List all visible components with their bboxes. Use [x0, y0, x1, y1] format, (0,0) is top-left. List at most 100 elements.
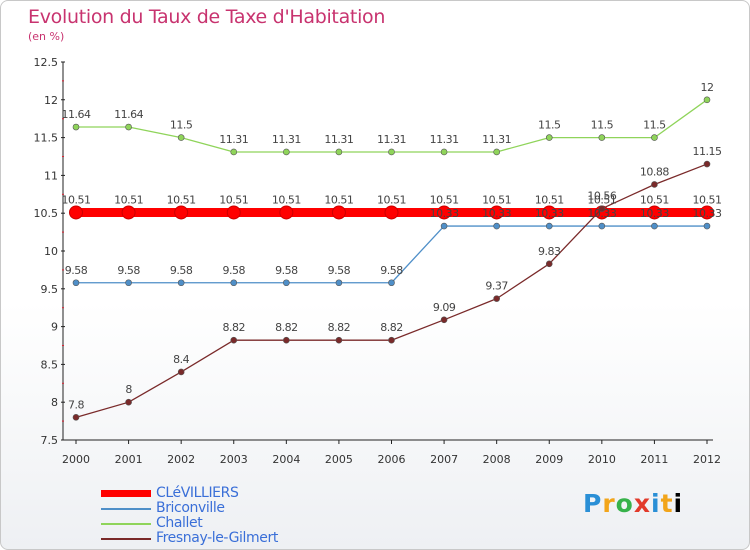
series-point-3	[651, 181, 658, 188]
series-point-2	[177, 134, 185, 141]
data-label-0: 10.51	[114, 193, 143, 206]
x-tick-label: 2001	[115, 453, 143, 466]
data-label-3: 8.82	[328, 321, 351, 334]
data-label-0: 10.51	[693, 193, 722, 206]
y-tick-label: 12.5	[34, 56, 59, 69]
series-point-1	[598, 222, 606, 230]
data-label-1: 10.33	[430, 207, 459, 220]
data-label-1: 9.58	[117, 264, 140, 277]
data-label-0: 10.51	[167, 193, 196, 206]
x-tick-label: 2006	[378, 453, 406, 466]
data-label-2: 11.64	[62, 108, 91, 121]
data-label-2: 11.5	[170, 119, 193, 132]
series-point-3	[125, 398, 132, 406]
series-point-2	[230, 148, 238, 156]
legend-swatch	[101, 523, 151, 525]
data-label-0: 10.51	[377, 193, 406, 206]
data-label-1: 9.58	[328, 264, 351, 277]
legend-label: Fresnay-le-Gilmert	[156, 530, 278, 546]
chart-title: Evolution du Taux de Taxe d'Habitation	[28, 6, 386, 28]
y-tick-label: 11.5	[34, 132, 59, 145]
y-tick-label: 10	[44, 245, 58, 258]
series-point-1	[388, 279, 395, 287]
x-tick-label: 2007	[430, 453, 458, 466]
data-label-1: 9.58	[65, 264, 88, 277]
series-point-3	[545, 260, 553, 268]
x-tick-label: 2010	[588, 453, 616, 466]
data-label-3: 8	[125, 383, 132, 396]
data-label-0: 10.51	[272, 193, 301, 206]
data-label-2: 11.5	[643, 119, 666, 132]
x-tick-label: 2000	[62, 453, 90, 466]
y-tick-label: 9.5	[41, 283, 59, 296]
series-point-2	[125, 123, 132, 131]
series-point-3	[283, 336, 290, 344]
data-label-3: 10.88	[640, 165, 669, 178]
legend-label: Briconville	[156, 500, 225, 516]
data-label-0: 10.51	[482, 193, 511, 206]
legend-label: CLéVILLIERS	[156, 485, 239, 501]
series-point-0	[331, 205, 346, 220]
series-point-0	[489, 205, 504, 220]
series-point-0	[542, 205, 557, 220]
series-point-1	[651, 222, 658, 230]
data-label-2: 11.31	[430, 133, 459, 146]
data-label-0: 10.51	[62, 193, 91, 206]
series-point-1	[177, 279, 185, 287]
series-point-0	[121, 205, 136, 220]
data-label-2: 11.31	[272, 133, 301, 146]
x-tick-label: 2002	[167, 453, 195, 466]
data-label-1: 10.33	[693, 207, 722, 220]
data-label-2: 11.5	[591, 119, 614, 132]
data-label-3: 9.37	[485, 280, 508, 293]
y-tick-label: 9	[51, 321, 58, 334]
data-label-3: 8.82	[380, 321, 403, 334]
series-point-0	[226, 205, 241, 220]
series-point-3	[440, 316, 448, 324]
x-tick-label: 2005	[325, 453, 353, 466]
data-label-1: 9.58	[275, 264, 298, 277]
data-label-3: 11.15	[693, 145, 722, 158]
series-point-3	[598, 205, 606, 212]
legend-swatch	[101, 538, 151, 540]
series-point-2	[493, 148, 500, 156]
data-label-0: 10.51	[430, 193, 459, 206]
data-label-3: 10.56	[587, 190, 616, 203]
series-point-2	[545, 134, 553, 141]
data-label-1: 10.33	[587, 207, 616, 220]
data-label-0: 10.51	[219, 193, 248, 206]
series-point-3	[177, 368, 185, 376]
series-point-1	[440, 222, 448, 230]
series-point-0	[384, 205, 399, 220]
legend-swatch	[101, 490, 151, 497]
y-tick-label: 8	[51, 396, 58, 409]
data-label-3: 9.83	[538, 245, 561, 258]
series-point-2	[440, 148, 448, 156]
y-tick-label: 12	[44, 94, 58, 107]
x-tick-label: 2004	[272, 453, 300, 466]
data-label-2: 11.31	[377, 133, 406, 146]
series-point-1	[493, 222, 500, 230]
series-point-2	[283, 148, 290, 156]
data-label-3: 9.09	[433, 301, 456, 314]
series-point-1	[703, 222, 711, 230]
data-label-2: 11.31	[219, 133, 248, 146]
data-label-0: 10.51	[640, 193, 669, 206]
series-point-2	[651, 134, 658, 141]
series-point-0	[700, 205, 714, 220]
x-tick-label: 2003	[220, 453, 248, 466]
y-tick-label: 10.5	[34, 207, 59, 220]
x-tick-label: 2012	[693, 453, 721, 466]
data-label-1: 10.33	[640, 207, 669, 220]
y-unit-label: (en %)	[28, 30, 65, 43]
series-point-1	[125, 279, 132, 287]
data-label-1: 9.58	[380, 264, 403, 277]
series-point-0	[279, 205, 294, 220]
proxiti-logo: Proxiti	[583, 489, 684, 518]
data-label-1: 9.58	[170, 264, 193, 277]
series-point-2	[703, 96, 711, 104]
y-tick-label: 11	[44, 169, 58, 182]
x-tick-label: 2011	[640, 453, 668, 466]
data-label-1: 10.33	[535, 207, 564, 220]
